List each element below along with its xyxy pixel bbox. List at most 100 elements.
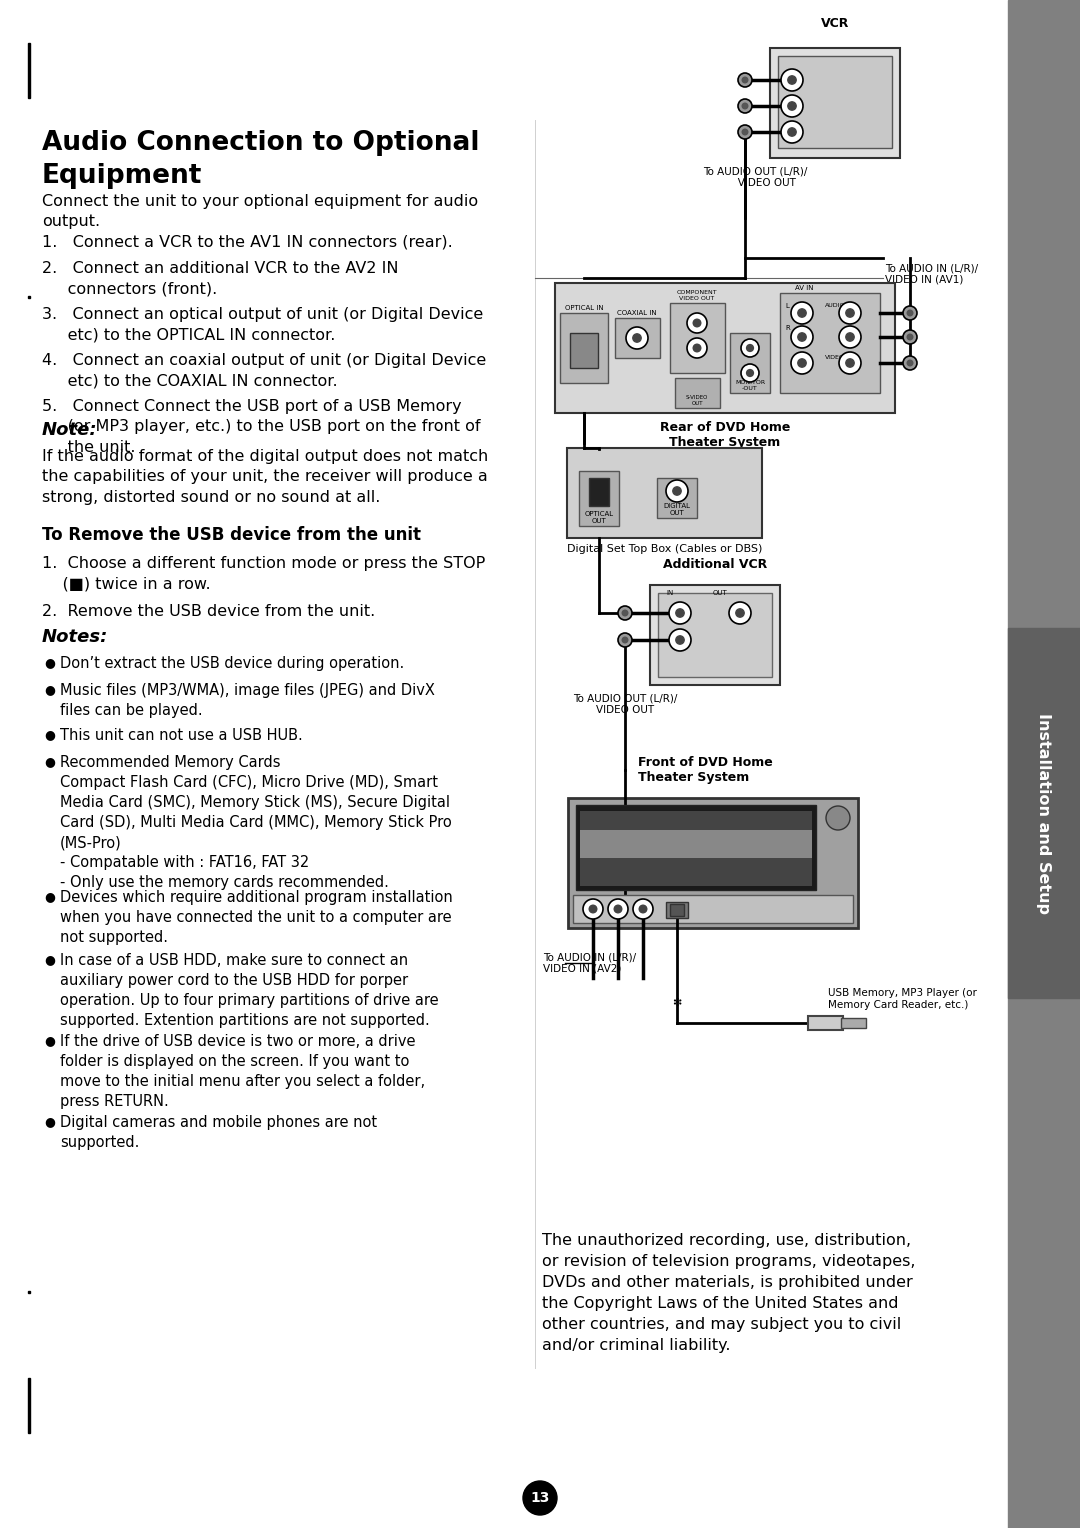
Circle shape — [618, 607, 632, 620]
Bar — [580, 830, 812, 859]
Circle shape — [590, 905, 597, 912]
Circle shape — [615, 905, 622, 912]
Circle shape — [787, 128, 796, 136]
Text: ●: ● — [44, 683, 55, 695]
Circle shape — [903, 330, 917, 344]
Text: To AUDIO OUT (L/R)/
       VIDEO OUT: To AUDIO OUT (L/R)/ VIDEO OUT — [703, 167, 807, 188]
Bar — [1008, 628, 1080, 998]
Text: OPTICAL
OUT: OPTICAL OUT — [584, 510, 613, 524]
Bar — [573, 895, 853, 923]
Bar — [570, 333, 598, 368]
Bar — [730, 333, 770, 393]
Text: 1.  Choose a different function mode or press the STOP
    (■) twice in a row.: 1. Choose a different function mode or p… — [42, 556, 485, 591]
Circle shape — [746, 345, 754, 351]
Text: COMPONENT
VIDEO OUT: COMPONENT VIDEO OUT — [677, 290, 717, 301]
Circle shape — [523, 1481, 557, 1514]
Circle shape — [633, 898, 653, 918]
Text: To AUDIO IN (L/R)/
VIDEO IN (AV2): To AUDIO IN (L/R)/ VIDEO IN (AV2) — [543, 952, 636, 973]
Circle shape — [791, 325, 813, 348]
Text: AUDIO: AUDIO — [825, 303, 846, 309]
Text: Front of DVD Home
Theater System: Front of DVD Home Theater System — [638, 756, 773, 784]
Circle shape — [693, 344, 701, 351]
Text: ●: ● — [44, 755, 55, 769]
Bar — [28, 296, 30, 298]
Text: Don’t extract the USB device during operation.: Don’t extract the USB device during oper… — [60, 656, 404, 671]
Circle shape — [735, 608, 744, 617]
Text: To AUDIO OUT (L/R)/
VIDEO OUT: To AUDIO OUT (L/R)/ VIDEO OUT — [572, 694, 677, 715]
Circle shape — [781, 121, 804, 144]
Bar — [841, 1018, 866, 1028]
Bar — [778, 57, 892, 148]
Circle shape — [846, 309, 854, 318]
Circle shape — [846, 359, 854, 367]
Text: The unauthorized recording, use, distribution,
or revision of television program: The unauthorized recording, use, distrib… — [542, 1233, 916, 1352]
Text: If the drive of USB device is two or more, a drive
folder is displayed on the sc: If the drive of USB device is two or mor… — [60, 1034, 426, 1109]
Circle shape — [907, 335, 913, 339]
Text: ●: ● — [44, 889, 55, 903]
Text: Connect the unit to your optional equipment for audio
output.: Connect the unit to your optional equipm… — [42, 194, 478, 229]
Circle shape — [787, 102, 796, 110]
Circle shape — [676, 608, 685, 617]
Text: This unit can not use a USB HUB.: This unit can not use a USB HUB. — [60, 727, 302, 743]
Circle shape — [622, 637, 627, 643]
Text: Rear of DVD Home
Theater System: Rear of DVD Home Theater System — [660, 422, 791, 449]
Text: Devices which require additional program installation
when you have connected th: Devices which require additional program… — [60, 889, 453, 946]
Text: 13: 13 — [530, 1491, 550, 1505]
Text: 3.   Connect an optical output of unit (or Digital Device
     etc) to the OPTIC: 3. Connect an optical output of unit (or… — [42, 307, 483, 342]
Circle shape — [622, 610, 627, 616]
Circle shape — [798, 309, 806, 318]
Text: Digital cameras and mobile phones are not
supported.: Digital cameras and mobile phones are no… — [60, 1115, 377, 1151]
Circle shape — [903, 306, 917, 319]
Text: 4.   Connect an coaxial output of unit (or Digital Device
     etc) to the COAXI: 4. Connect an coaxial output of unit (or… — [42, 353, 486, 388]
Text: Additional VCR: Additional VCR — [663, 558, 767, 571]
Circle shape — [781, 95, 804, 118]
Circle shape — [839, 303, 861, 324]
Text: USB Memory, MP3 Player (or
Memory Card Reader, etc.): USB Memory, MP3 Player (or Memory Card R… — [828, 989, 977, 1010]
Circle shape — [742, 78, 747, 83]
Text: ●: ● — [44, 1034, 55, 1047]
Circle shape — [798, 359, 806, 367]
Bar — [650, 585, 780, 685]
Bar — [770, 47, 900, 157]
Bar — [28, 1378, 30, 1433]
Bar — [576, 805, 816, 889]
Text: If the audio format of the digital output does not match
the capabilities of you: If the audio format of the digital outpu… — [42, 449, 488, 504]
Circle shape — [738, 125, 752, 139]
Circle shape — [741, 339, 759, 358]
Text: 2.  Remove the USB device from the unit.: 2. Remove the USB device from the unit. — [42, 604, 375, 619]
Text: OUT: OUT — [713, 590, 727, 596]
Text: OPTICAL IN: OPTICAL IN — [565, 306, 604, 312]
Circle shape — [687, 313, 707, 333]
Circle shape — [666, 480, 688, 503]
Circle shape — [626, 327, 648, 348]
Bar — [670, 905, 684, 915]
Circle shape — [791, 303, 813, 324]
Circle shape — [839, 351, 861, 374]
Circle shape — [738, 99, 752, 113]
Circle shape — [693, 319, 701, 327]
Circle shape — [907, 310, 913, 316]
Text: Music files (MP3/WMA), image files (JPEG) and DivX
files can be played.: Music files (MP3/WMA), image files (JPEG… — [60, 683, 435, 718]
Text: VIDEO: VIDEO — [825, 354, 845, 361]
Bar — [28, 43, 30, 98]
Text: Digital Set Top Box (Cables or DBS): Digital Set Top Box (Cables or DBS) — [567, 544, 762, 555]
Text: R: R — [785, 325, 789, 332]
Circle shape — [633, 333, 642, 342]
Circle shape — [673, 487, 681, 495]
Circle shape — [746, 370, 754, 376]
Bar — [1008, 0, 1080, 1528]
Circle shape — [742, 104, 747, 108]
Bar — [670, 303, 725, 373]
Circle shape — [742, 130, 747, 134]
Circle shape — [738, 73, 752, 87]
Text: DIGITAL
OUT: DIGITAL OUT — [663, 503, 690, 516]
Bar — [28, 1291, 30, 1293]
Text: COAXIAL IN: COAXIAL IN — [617, 310, 657, 316]
Text: 2.   Connect an additional VCR to the AV2 IN
     connectors (front).: 2. Connect an additional VCR to the AV2 … — [42, 261, 399, 296]
Bar — [666, 902, 688, 918]
Bar — [808, 1016, 843, 1030]
Text: To AUDIO IN (L/R)/
VIDEO IN (AV1): To AUDIO IN (L/R)/ VIDEO IN (AV1) — [885, 263, 978, 284]
Text: ●: ● — [44, 727, 55, 741]
Circle shape — [729, 602, 751, 623]
Text: ❇: ❇ — [673, 998, 681, 1008]
